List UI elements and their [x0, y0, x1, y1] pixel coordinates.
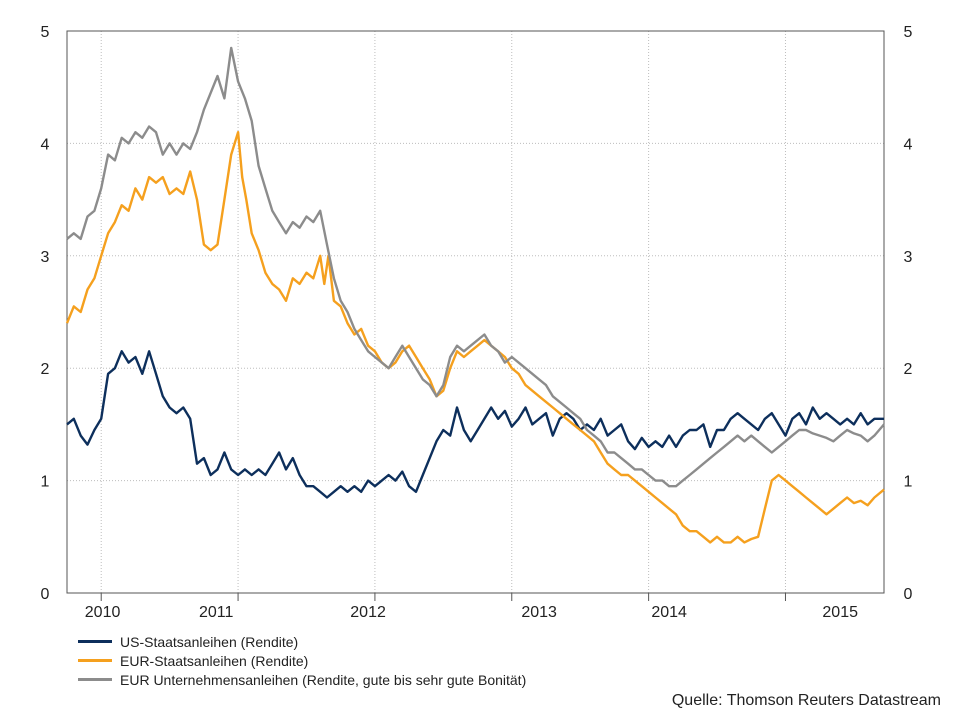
x-tick-label: 2015	[822, 604, 858, 621]
axes: 0 0 1 1 2 2 3 3 4 4 5 5 2010 2011 2012 2013 2014 2015	[41, 24, 913, 621]
x-tick-label: 2013	[521, 604, 557, 621]
y-tick-label-left: 2	[41, 361, 50, 378]
legend-label-us: US-Staatsanleihen (Rendite)	[120, 633, 299, 650]
legend-swatch-us	[78, 640, 112, 643]
legend-label-eur-corp: EUR Unternehmensanleihen (Rendite, gute …	[120, 671, 527, 688]
legend-item-us: US-Staatsanleihen (Rendite)	[78, 632, 526, 651]
plot-frame	[66, 30, 885, 594]
y-tick-label-right: 1	[904, 474, 913, 491]
x-tick-label: 2014	[651, 604, 687, 621]
y-tick-label-left: 0	[41, 586, 50, 603]
legend-label-eur-gov: EUR-Staatsanleihen (Rendite)	[120, 652, 309, 669]
y-tick-label-right: 2	[904, 361, 913, 378]
grid-lines	[67, 31, 884, 593]
legend-item-eur-corp: EUR Unternehmensanleihen (Rendite, gute …	[78, 670, 526, 689]
y-tick-label-left: 3	[41, 249, 50, 266]
us-bond-yield-line	[66, 350, 884, 499]
legend: US-Staatsanleihen (Rendite) EUR-Staatsan…	[78, 632, 526, 689]
y-tick-label-left: 5	[41, 24, 50, 41]
x-tick-label: 2010	[85, 604, 121, 621]
x-tick-label: 2011	[199, 604, 234, 621]
source-note: Quelle: Thomson Reuters Datastream	[671, 692, 941, 709]
y-tick-label-right: 4	[904, 136, 913, 153]
eur-corp-bond-yield-line	[66, 46, 885, 488]
y-tick-label-left: 1	[41, 474, 50, 491]
y-tick-label-right: 3	[904, 249, 913, 266]
y-tick-label-right: 0	[904, 586, 913, 603]
y-tick-label-left: 4	[41, 136, 50, 153]
legend-swatch-eur-gov	[78, 659, 112, 662]
y-tick-label-right: 5	[904, 24, 913, 41]
legend-swatch-eur-corp	[78, 678, 112, 681]
series-lines	[65, 46, 885, 544]
x-tick-label: 2012	[350, 604, 386, 621]
eur-gov-bond-yield-line	[65, 131, 885, 544]
legend-item-eur-gov: EUR-Staatsanleihen (Rendite)	[78, 651, 526, 670]
